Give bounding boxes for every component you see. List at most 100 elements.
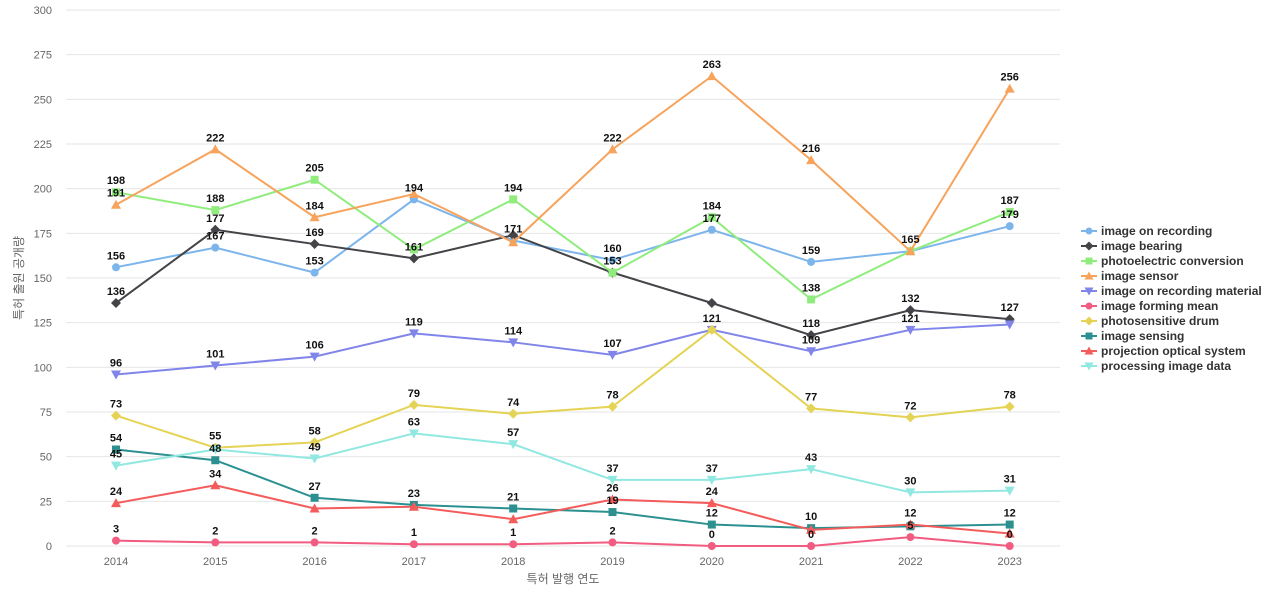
legend-label: photoelectric conversion xyxy=(1101,254,1244,268)
data-label: 12 xyxy=(706,508,718,520)
data-label: 169 xyxy=(305,227,323,239)
data-point xyxy=(509,504,518,513)
data-point xyxy=(409,540,418,549)
data-label: 30 xyxy=(904,475,916,487)
data-label: 55 xyxy=(209,431,221,443)
y-tick-label: 225 xyxy=(34,139,52,151)
y-tick-label: 275 xyxy=(34,50,52,62)
data-point xyxy=(508,440,519,450)
data-label: 78 xyxy=(1004,390,1016,402)
data-point xyxy=(806,524,817,534)
y-tick-label: 300 xyxy=(34,5,52,17)
data-label: 159 xyxy=(802,245,820,257)
data-label: 78 xyxy=(606,390,618,402)
data-label: 12 xyxy=(1004,508,1016,520)
data-point xyxy=(905,325,916,335)
data-point xyxy=(210,224,221,235)
legend-marker xyxy=(1084,241,1094,251)
data-point xyxy=(111,199,121,209)
legend-marker xyxy=(1084,316,1094,326)
legend-item[interactable]: image on recording material xyxy=(1081,284,1262,298)
data-point xyxy=(210,480,221,490)
data-point xyxy=(905,488,916,498)
data-point xyxy=(806,465,817,475)
legend-item[interactable]: image forming mean xyxy=(1081,299,1218,313)
data-point xyxy=(1005,542,1014,550)
data-point xyxy=(310,175,319,184)
data-point xyxy=(1004,486,1015,496)
legend-item[interactable]: projection optical system xyxy=(1081,344,1246,358)
y-tick-label: 150 xyxy=(34,273,52,285)
data-label: 167 xyxy=(206,231,224,243)
data-label: 187 xyxy=(1001,195,1019,207)
data-label: 188 xyxy=(206,193,224,205)
data-point xyxy=(905,246,916,256)
data-label: 74 xyxy=(507,397,520,409)
x-tick-label: 2020 xyxy=(700,556,724,568)
data-label: 119 xyxy=(405,316,423,328)
data-point xyxy=(210,144,221,154)
legend-item[interactable]: image sensing xyxy=(1081,329,1184,343)
y-tick-label: 125 xyxy=(34,318,52,330)
data-point xyxy=(408,399,419,410)
data-label: 34 xyxy=(209,468,222,480)
series-image-on-recording-material xyxy=(111,320,1015,380)
legend-marker xyxy=(1085,302,1093,310)
data-label: 205 xyxy=(305,163,323,175)
data-point xyxy=(111,461,121,471)
data-point xyxy=(408,501,419,511)
legend-item[interactable]: photoelectric conversion xyxy=(1081,254,1244,268)
legend-item[interactable]: photosensitive drum xyxy=(1081,314,1219,328)
legend-marker xyxy=(1084,362,1094,371)
data-label: 177 xyxy=(206,213,224,225)
data-label: 179 xyxy=(1001,209,1019,221)
data-label: 48 xyxy=(209,443,221,455)
legend-label: photosensitive drum xyxy=(1101,314,1219,328)
data-point xyxy=(211,456,220,465)
x-tick-label: 2023 xyxy=(997,556,1021,568)
data-point xyxy=(607,350,618,360)
data-point xyxy=(309,454,320,464)
data-point xyxy=(607,494,618,504)
series-line xyxy=(115,323,1010,376)
data-point xyxy=(706,71,717,81)
data-point xyxy=(707,520,716,529)
data-point xyxy=(508,237,519,247)
data-label: 198 xyxy=(107,175,125,187)
data-label: 79 xyxy=(408,388,420,400)
legend-marker xyxy=(1084,271,1094,280)
legend-marker xyxy=(1085,332,1093,340)
data-point xyxy=(608,508,617,517)
legend-label: image forming mean xyxy=(1101,299,1218,313)
data-label: 263 xyxy=(703,59,721,71)
x-tick-label: 2018 xyxy=(501,556,525,568)
legend-item[interactable]: processing image data xyxy=(1081,359,1231,373)
data-label: 2 xyxy=(312,525,318,537)
data-label: 156 xyxy=(107,250,125,262)
data-label: 153 xyxy=(305,256,323,268)
data-point xyxy=(706,298,717,309)
data-label: 2 xyxy=(212,525,218,537)
legend-label: image bearing xyxy=(1101,239,1182,253)
series-line xyxy=(115,74,1011,253)
legend-item[interactable]: image sensor xyxy=(1081,269,1179,283)
series-processing-image-data xyxy=(111,429,1015,498)
data-point xyxy=(111,498,121,508)
legend-marker xyxy=(1084,287,1094,296)
data-point xyxy=(1005,207,1014,216)
data-label: 10 xyxy=(805,511,817,523)
data-point xyxy=(608,268,617,277)
data-point xyxy=(508,408,519,419)
data-label: 118 xyxy=(802,318,820,330)
data-label: 1 xyxy=(411,527,417,539)
legend-item[interactable]: image on recording xyxy=(1081,224,1212,238)
data-point xyxy=(706,498,717,508)
x-tick-label: 2016 xyxy=(302,556,326,568)
data-label: 153 xyxy=(603,256,621,268)
series-photosensitive-drum xyxy=(111,324,1015,453)
legend-item[interactable]: image bearing xyxy=(1081,239,1182,253)
series-line xyxy=(115,228,1010,337)
data-point xyxy=(707,213,716,222)
data-point xyxy=(1005,520,1014,529)
